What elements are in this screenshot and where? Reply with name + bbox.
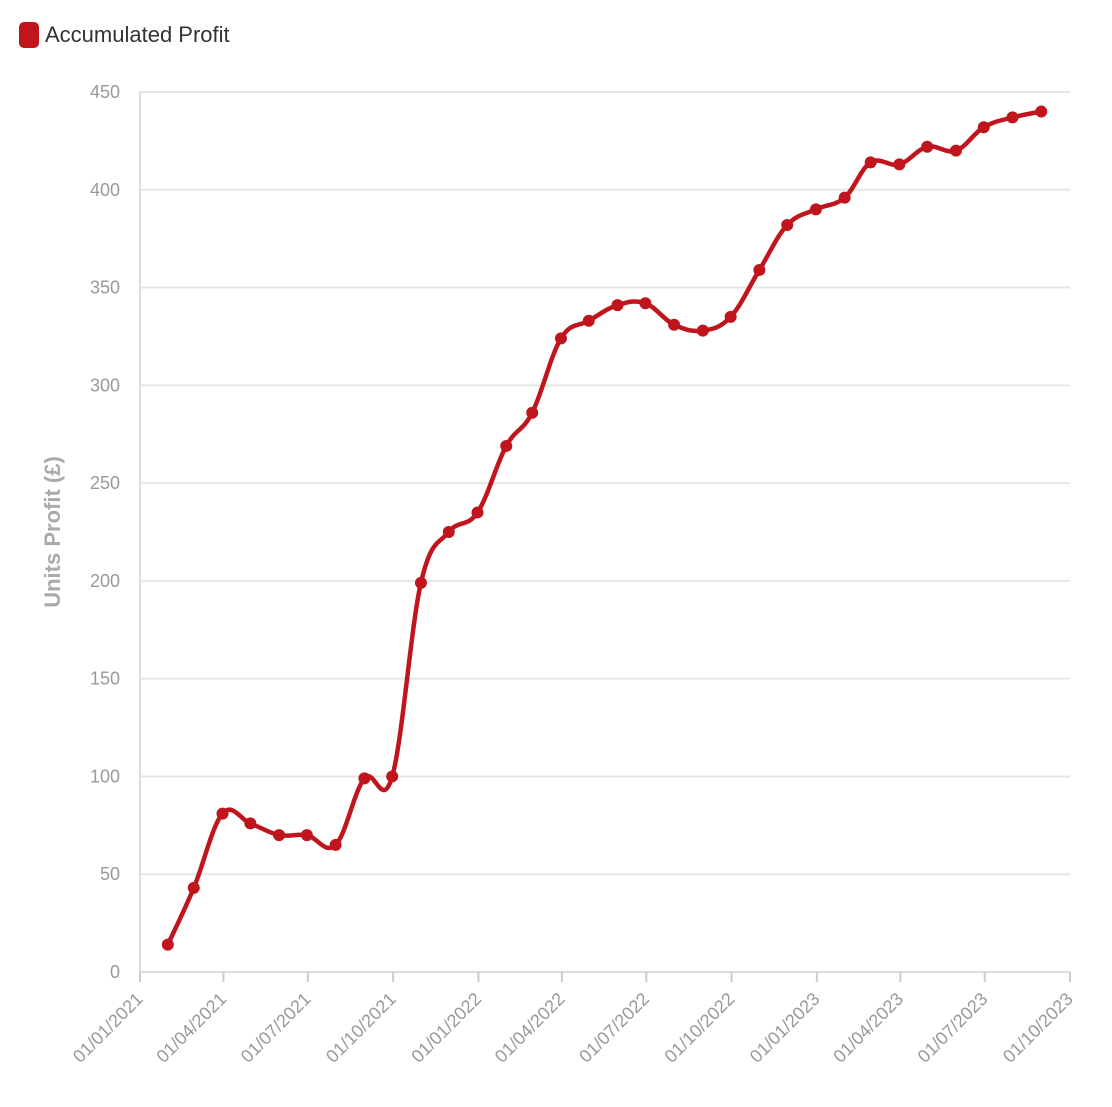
data-point[interactable] <box>526 406 539 419</box>
data-point[interactable] <box>753 263 766 276</box>
data-point[interactable] <box>639 297 652 310</box>
data-point[interactable] <box>216 807 229 820</box>
data-point[interactable] <box>696 324 709 337</box>
y-tick-label: 250 <box>90 473 120 493</box>
data-point[interactable] <box>838 191 851 204</box>
data-point[interactable] <box>500 439 513 452</box>
data-point[interactable] <box>273 829 286 842</box>
x-tick-label: 01/07/2021 <box>237 989 315 1067</box>
x-tick-label: 01/04/2021 <box>152 989 230 1067</box>
data-point[interactable] <box>1006 111 1019 124</box>
x-tick-label: 01/10/2021 <box>322 989 400 1067</box>
data-point[interactable] <box>977 121 990 134</box>
y-tick-label: 0 <box>110 962 120 982</box>
y-tick-label: 150 <box>90 669 120 689</box>
data-point[interactable] <box>300 829 313 842</box>
y-axis-label: Units Profit (£) <box>40 456 65 608</box>
series-line <box>165 109 1044 947</box>
data-point[interactable] <box>442 526 455 538</box>
y-tick-label: 50 <box>100 864 120 884</box>
y-tick-label: 450 <box>90 82 120 102</box>
data-point[interactable] <box>554 332 567 345</box>
data-point[interactable] <box>471 506 484 519</box>
data-point[interactable] <box>781 218 794 231</box>
x-tick-label: 01/01/2022 <box>407 989 485 1067</box>
x-axis-ticks: 01/01/2021 01/04/2021 01/07/2021 01/10/2021… <box>69 972 1077 1067</box>
gridlines <box>140 91 1070 876</box>
data-point[interactable] <box>893 158 906 171</box>
y-tick-label: 400 <box>90 180 120 200</box>
axes <box>139 92 1070 973</box>
series-accumulated-profit <box>161 105 1048 951</box>
legend-label: Accumulated Profit <box>45 22 230 47</box>
x-tick-label: 01/01/2023 <box>746 989 824 1067</box>
data-point[interactable] <box>582 314 595 327</box>
y-tick-label: 300 <box>90 375 120 395</box>
data-point[interactable] <box>386 770 399 783</box>
data-point[interactable] <box>358 772 371 785</box>
data-point[interactable] <box>187 881 200 894</box>
x-tick-label: 01/04/2022 <box>491 989 569 1067</box>
data-point[interactable] <box>1035 105 1048 118</box>
data-point[interactable] <box>724 310 737 323</box>
x-tick-label: 01/10/2023 <box>999 989 1077 1067</box>
legend-swatch <box>19 22 39 48</box>
data-point[interactable] <box>414 576 427 589</box>
data-point[interactable] <box>809 203 822 216</box>
x-tick-label: 01/04/2023 <box>829 989 907 1067</box>
y-axis-ticks: 0 50 100 150 200 250 300 350 400 450 <box>90 82 120 982</box>
data-point[interactable] <box>949 144 962 157</box>
legend[interactable]: Accumulated Profit <box>19 22 230 48</box>
data-point[interactable] <box>864 156 877 169</box>
data-point[interactable] <box>611 299 624 312</box>
y-tick-label: 350 <box>90 278 120 298</box>
data-point[interactable] <box>668 318 681 331</box>
x-tick-label: 01/01/2021 <box>69 989 147 1067</box>
x-tick-label: 01/07/2023 <box>914 989 992 1067</box>
x-tick-label: 01/10/2022 <box>661 989 739 1067</box>
data-point[interactable] <box>161 938 174 951</box>
y-tick-label: 200 <box>90 571 120 591</box>
x-tick-label: 01/07/2022 <box>575 989 653 1067</box>
data-point[interactable] <box>921 140 934 153</box>
data-point[interactable] <box>244 817 257 830</box>
y-tick-label: 100 <box>90 766 120 786</box>
data-point[interactable] <box>329 838 342 851</box>
